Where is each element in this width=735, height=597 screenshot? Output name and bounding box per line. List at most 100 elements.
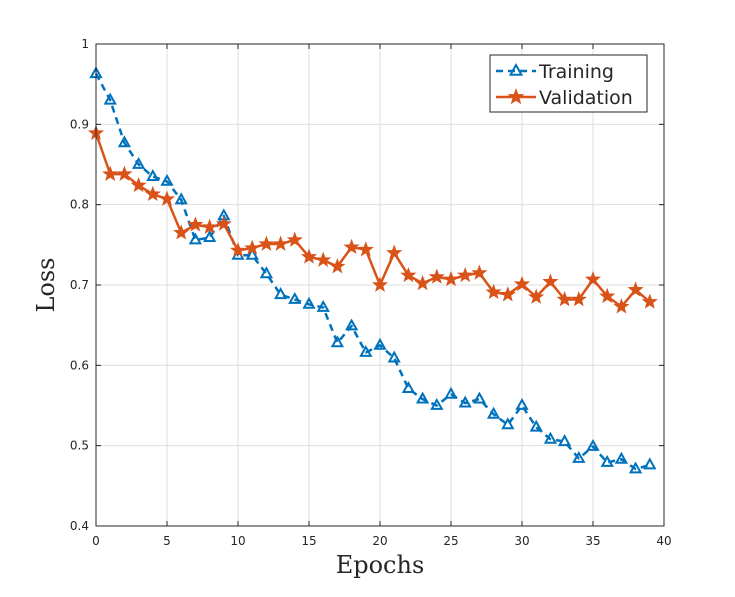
- validation-point: [641, 293, 658, 309]
- training-point: [387, 350, 401, 363]
- training-point: [132, 156, 146, 169]
- validation-point: [400, 266, 417, 283]
- validation-point: [130, 176, 147, 193]
- y-tick-label: 0.4: [70, 519, 89, 533]
- y-tick-label: 1: [81, 37, 89, 51]
- validation-point: [315, 251, 332, 267]
- validation-point: [102, 165, 119, 181]
- validation-line: [94, 132, 651, 308]
- validation-point: [513, 275, 531, 292]
- training-series: [89, 66, 657, 474]
- x-tick-label: 15: [301, 534, 316, 548]
- training-point: [472, 391, 487, 404]
- training-line: [94, 73, 651, 471]
- x-tick-label: 0: [92, 534, 100, 548]
- x-tick-label: 5: [163, 534, 171, 548]
- training-point: [103, 92, 117, 105]
- tick-labels: 0 5 10 15 20 25 30 35 40 0.4 0.5 0.6 0.7 0.8 0.9 1: [70, 37, 672, 548]
- x-axis-title: Epochs: [336, 551, 425, 579]
- validation-point: [386, 244, 403, 260]
- training-point: [203, 230, 217, 242]
- validation-point: [187, 216, 204, 232]
- training-point: [401, 381, 416, 393]
- series-group: [87, 66, 658, 474]
- tick-marks: [95, 43, 665, 527]
- legend-label-validation: Validation: [539, 87, 633, 109]
- training-point: [586, 438, 600, 451]
- training-point: [614, 451, 629, 464]
- y-axis-title: Loss: [32, 257, 60, 312]
- validation-point: [528, 288, 545, 304]
- validation-point: [442, 270, 460, 287]
- validation-point: [613, 298, 630, 314]
- validation-point: [414, 274, 431, 291]
- validation-point: [428, 268, 445, 284]
- training-point: [557, 434, 572, 447]
- training-point: [430, 397, 444, 410]
- x-tick-label: 35: [585, 534, 600, 548]
- validation-point: [173, 224, 190, 240]
- training-point: [288, 291, 302, 304]
- training-point: [316, 299, 330, 312]
- validation-point: [357, 241, 374, 257]
- x-tick-label: 30: [514, 534, 529, 548]
- training-point: [117, 135, 131, 148]
- y-tick-label: 0.5: [70, 439, 89, 453]
- x-tick-label: 10: [230, 534, 245, 548]
- validation-point: [556, 291, 573, 307]
- training-point: [458, 395, 472, 408]
- legend-marker-validation: [507, 88, 525, 105]
- validation-point: [158, 190, 176, 206]
- training-point: [359, 344, 373, 357]
- y-tick-label: 0.7: [70, 278, 89, 292]
- validation-point: [584, 270, 602, 287]
- training-point: [174, 192, 188, 205]
- training-point: [486, 406, 501, 419]
- validation-point: [343, 238, 360, 255]
- training-point: [274, 287, 288, 300]
- validation-point: [471, 264, 488, 280]
- validation-point: [627, 281, 644, 297]
- validation-point: [542, 273, 559, 289]
- training-point: [529, 419, 543, 432]
- training-point: [373, 337, 387, 350]
- validation-series: [87, 124, 658, 314]
- training-point: [146, 169, 160, 181]
- y-tick-label: 0.8: [70, 198, 89, 212]
- legend-entry-validation: Validation: [496, 87, 633, 109]
- training-point: [543, 431, 558, 444]
- validation-point: [116, 165, 133, 181]
- training-point: [628, 461, 643, 474]
- validation-point: [599, 287, 616, 304]
- validation-point: [272, 235, 289, 251]
- y-tick-label: 0.6: [70, 358, 89, 372]
- training-point: [444, 386, 458, 399]
- validation-point: [499, 286, 516, 302]
- validation-point: [144, 185, 161, 202]
- training-point: [600, 454, 614, 467]
- validation-point: [244, 239, 261, 255]
- legend: Training Validation: [489, 54, 648, 113]
- training-point: [415, 391, 430, 404]
- training-point: [643, 457, 657, 470]
- x-tick-label: 25: [443, 534, 458, 548]
- validation-point: [570, 291, 587, 307]
- validation-point: [329, 258, 346, 274]
- validation-point: [457, 266, 474, 283]
- training-point: [330, 335, 344, 348]
- validation-point: [229, 242, 247, 258]
- legend-entry-training: Training: [496, 61, 614, 83]
- validation-point: [215, 215, 232, 231]
- legend-label-training: Training: [538, 61, 614, 83]
- training-point: [515, 397, 529, 410]
- training-point: [188, 232, 202, 245]
- training-point: [345, 318, 359, 331]
- validation-point: [258, 235, 275, 251]
- x-tick-label: 40: [656, 534, 671, 548]
- validation-point: [286, 231, 303, 247]
- training-point: [160, 173, 174, 186]
- validation-point: [371, 276, 389, 292]
- training-point: [245, 247, 259, 260]
